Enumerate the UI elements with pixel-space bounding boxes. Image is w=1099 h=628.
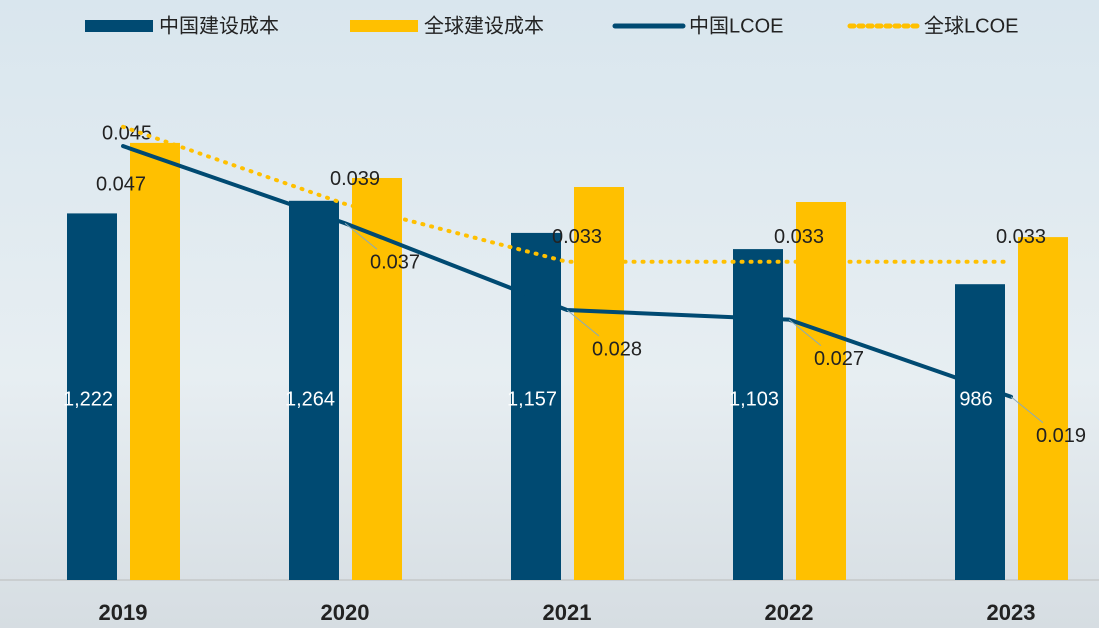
bar bbox=[796, 202, 846, 580]
x-tick-label: 2023 bbox=[987, 600, 1036, 625]
bar bbox=[1018, 237, 1068, 580]
bar bbox=[733, 249, 783, 580]
x-tick-label: 2019 bbox=[99, 600, 148, 625]
bar bbox=[955, 284, 1005, 580]
data-label: 0.028 bbox=[592, 338, 642, 360]
data-label: 0.033 bbox=[996, 226, 1046, 248]
bar bbox=[130, 142, 180, 580]
leader-line bbox=[1010, 396, 1044, 424]
bar bbox=[352, 178, 402, 580]
data-label: 1,264 bbox=[285, 388, 335, 410]
data-label: 1,103 bbox=[729, 388, 779, 410]
legend-label: 全球LCOE bbox=[924, 14, 1018, 37]
data-label: 0.037 bbox=[370, 251, 420, 273]
x-tick-label: 2020 bbox=[321, 600, 370, 625]
data-label: 0.045 bbox=[102, 122, 152, 144]
data-label: 0.047 bbox=[96, 173, 146, 195]
legend-label: 全球建设成本 bbox=[424, 14, 544, 37]
bar bbox=[289, 200, 339, 581]
x-tick-label: 2022 bbox=[765, 600, 814, 625]
data-label: 0.027 bbox=[814, 348, 864, 370]
data-label: 1,222 bbox=[63, 388, 113, 410]
data-label: 1,157 bbox=[507, 388, 557, 410]
data-label: 0.033 bbox=[552, 226, 602, 248]
bar bbox=[574, 187, 624, 580]
data-label: 986 bbox=[959, 388, 992, 410]
data-label: 0.033 bbox=[774, 226, 824, 248]
data-label: 0.039 bbox=[330, 168, 380, 190]
leader-line bbox=[344, 222, 378, 250]
legend-label: 中国LCOE bbox=[689, 14, 783, 37]
legend-swatch bbox=[350, 20, 418, 32]
legend-label: 中国建设成本 bbox=[159, 14, 279, 37]
x-tick-label: 2021 bbox=[543, 600, 592, 625]
leader-line bbox=[566, 309, 600, 337]
bar bbox=[67, 213, 117, 580]
leader-line bbox=[788, 319, 822, 347]
data-label: 0.019 bbox=[1036, 425, 1086, 447]
legend-swatch bbox=[85, 20, 153, 32]
